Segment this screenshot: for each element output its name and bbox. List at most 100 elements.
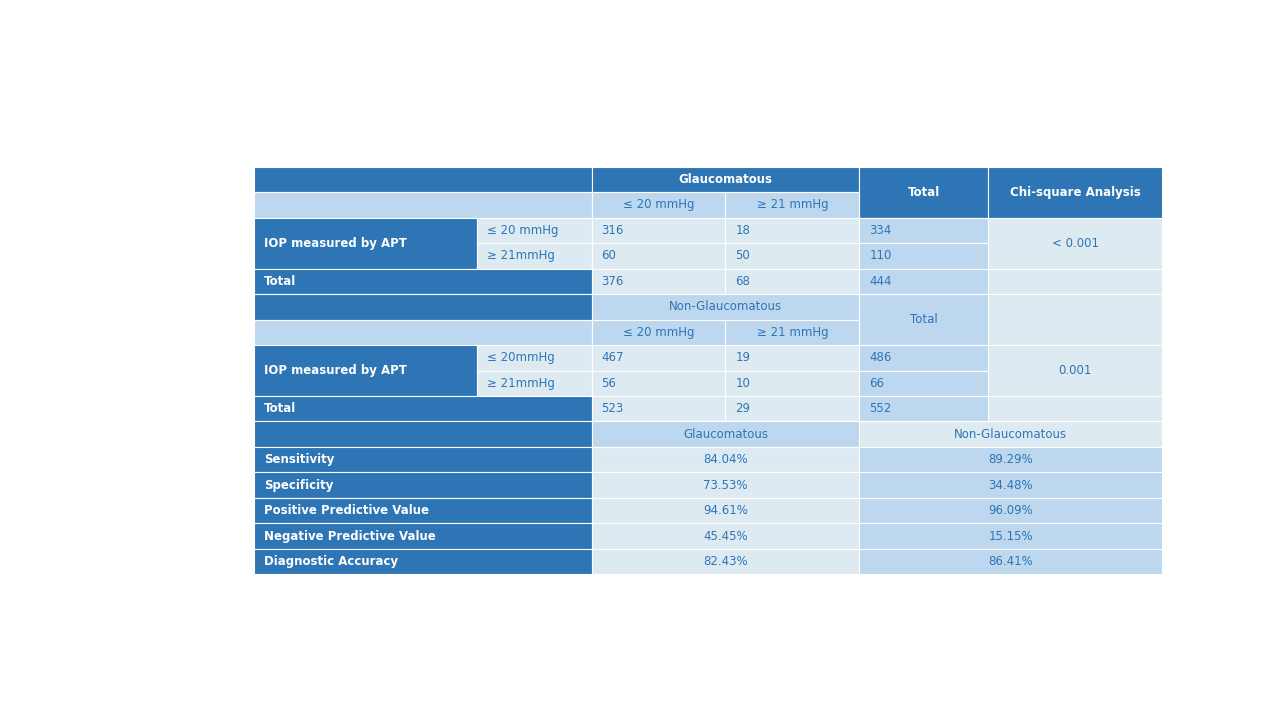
Text: Non-Glaucomatous: Non-Glaucomatous: [954, 428, 1068, 441]
Text: 34.48%: 34.48%: [988, 479, 1033, 492]
FancyBboxPatch shape: [591, 243, 726, 269]
FancyBboxPatch shape: [255, 192, 591, 217]
Text: Chi-square Analysis: Chi-square Analysis: [1010, 186, 1140, 199]
Text: 19: 19: [736, 351, 750, 364]
Text: Specificity: Specificity: [264, 479, 334, 492]
Text: 376: 376: [602, 275, 623, 288]
Text: Diagnostic Accuracy: Diagnostic Accuracy: [264, 555, 398, 568]
Text: 86.41%: 86.41%: [988, 555, 1033, 568]
Text: 29: 29: [736, 402, 750, 415]
FancyBboxPatch shape: [591, 396, 726, 421]
FancyBboxPatch shape: [591, 192, 726, 217]
FancyBboxPatch shape: [255, 217, 477, 269]
Text: ≤ 20 mmHg: ≤ 20 mmHg: [623, 326, 694, 339]
FancyBboxPatch shape: [726, 269, 859, 294]
FancyBboxPatch shape: [591, 498, 859, 523]
FancyBboxPatch shape: [988, 294, 1162, 345]
FancyBboxPatch shape: [591, 269, 726, 294]
Text: ≥ 21 mmHg: ≥ 21 mmHg: [756, 199, 828, 212]
FancyBboxPatch shape: [255, 447, 591, 472]
Text: Glaucomatous: Glaucomatous: [678, 173, 772, 186]
FancyBboxPatch shape: [726, 217, 859, 243]
FancyBboxPatch shape: [477, 217, 591, 243]
Text: ≤ 20mmHg: ≤ 20mmHg: [488, 351, 556, 364]
Text: 96.09%: 96.09%: [988, 504, 1033, 517]
FancyBboxPatch shape: [591, 217, 726, 243]
Text: Total: Total: [910, 313, 938, 326]
FancyBboxPatch shape: [591, 472, 859, 498]
FancyBboxPatch shape: [591, 167, 859, 192]
FancyBboxPatch shape: [255, 549, 591, 575]
Text: Non-Glaucomatous: Non-Glaucomatous: [669, 300, 782, 313]
FancyBboxPatch shape: [988, 167, 1162, 217]
FancyBboxPatch shape: [859, 396, 988, 421]
FancyBboxPatch shape: [591, 447, 859, 472]
FancyBboxPatch shape: [859, 345, 988, 371]
FancyBboxPatch shape: [591, 523, 859, 549]
Text: 50: 50: [736, 249, 750, 262]
FancyBboxPatch shape: [255, 320, 591, 345]
Text: 10: 10: [736, 377, 750, 390]
Text: 316: 316: [602, 224, 623, 237]
FancyBboxPatch shape: [859, 371, 988, 396]
FancyBboxPatch shape: [591, 549, 859, 575]
Text: 0.001: 0.001: [1059, 364, 1092, 377]
FancyBboxPatch shape: [859, 523, 1162, 549]
FancyBboxPatch shape: [255, 294, 591, 320]
FancyBboxPatch shape: [988, 345, 1162, 396]
Text: 56: 56: [602, 377, 616, 390]
Text: 66: 66: [869, 377, 884, 390]
FancyBboxPatch shape: [726, 243, 859, 269]
FancyBboxPatch shape: [859, 472, 1162, 498]
FancyBboxPatch shape: [255, 498, 591, 523]
Text: Positive Predictive Value: Positive Predictive Value: [264, 504, 429, 517]
Text: 110: 110: [869, 249, 892, 262]
Text: ≥ 21 mmHg: ≥ 21 mmHg: [756, 326, 828, 339]
Text: 15.15%: 15.15%: [988, 530, 1033, 543]
FancyBboxPatch shape: [591, 320, 726, 345]
FancyBboxPatch shape: [988, 396, 1162, 421]
Text: Glaucomatous: Glaucomatous: [684, 428, 768, 441]
FancyBboxPatch shape: [477, 243, 591, 269]
Text: ≥ 21mmHg: ≥ 21mmHg: [488, 377, 556, 390]
FancyBboxPatch shape: [859, 243, 988, 269]
FancyBboxPatch shape: [255, 396, 591, 421]
FancyBboxPatch shape: [477, 345, 591, 371]
FancyBboxPatch shape: [255, 269, 591, 294]
Text: 486: 486: [869, 351, 892, 364]
FancyBboxPatch shape: [255, 345, 477, 396]
FancyBboxPatch shape: [859, 549, 1162, 575]
Text: Total: Total: [908, 186, 940, 199]
Text: ≤ 20 mmHg: ≤ 20 mmHg: [623, 199, 694, 212]
FancyBboxPatch shape: [988, 217, 1162, 269]
FancyBboxPatch shape: [859, 498, 1162, 523]
Text: 94.61%: 94.61%: [703, 504, 748, 517]
Text: 84.04%: 84.04%: [703, 453, 748, 466]
Text: 60: 60: [602, 249, 616, 262]
Text: Total: Total: [264, 275, 297, 288]
FancyBboxPatch shape: [255, 523, 591, 549]
FancyBboxPatch shape: [591, 345, 726, 371]
FancyBboxPatch shape: [477, 371, 591, 396]
Text: 552: 552: [869, 402, 892, 415]
FancyBboxPatch shape: [255, 167, 591, 192]
Text: 523: 523: [602, 402, 623, 415]
FancyBboxPatch shape: [591, 294, 859, 320]
FancyBboxPatch shape: [591, 421, 859, 447]
Text: 45.45%: 45.45%: [703, 530, 748, 543]
FancyBboxPatch shape: [726, 320, 859, 345]
FancyBboxPatch shape: [255, 421, 591, 447]
Text: IOP measured by APT: IOP measured by APT: [264, 364, 407, 377]
Text: 73.53%: 73.53%: [703, 479, 748, 492]
FancyBboxPatch shape: [726, 371, 859, 396]
Text: Negative Predictive Value: Negative Predictive Value: [264, 530, 436, 543]
Text: ≤ 20 mmHg: ≤ 20 mmHg: [488, 224, 559, 237]
FancyBboxPatch shape: [988, 269, 1162, 294]
Text: < 0.001: < 0.001: [1052, 237, 1098, 250]
Text: 444: 444: [869, 275, 892, 288]
Text: Sensitivity: Sensitivity: [264, 453, 334, 466]
Text: 467: 467: [602, 351, 623, 364]
FancyBboxPatch shape: [726, 192, 859, 217]
FancyBboxPatch shape: [859, 294, 988, 345]
FancyBboxPatch shape: [726, 345, 859, 371]
